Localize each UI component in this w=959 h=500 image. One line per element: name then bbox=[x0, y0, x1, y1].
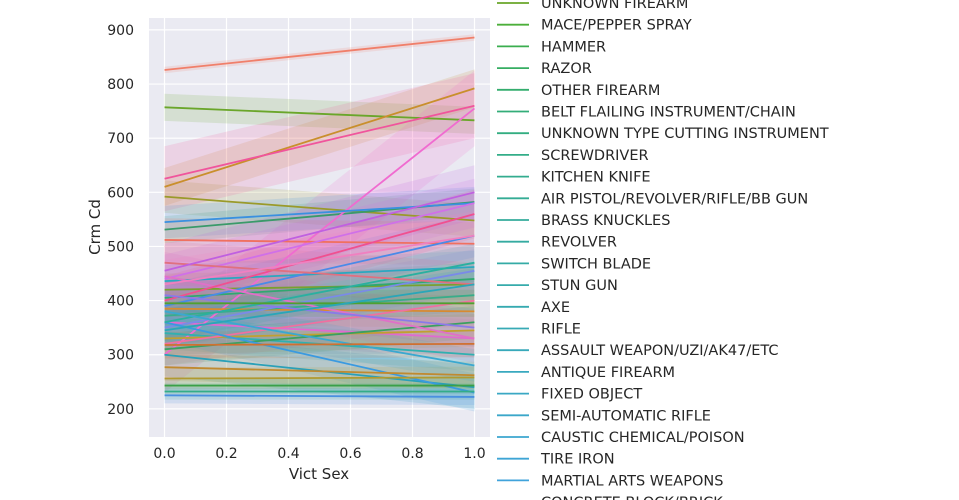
series-lines bbox=[163, 36, 476, 398]
legend-label: MACE/PEPPER SPRAY bbox=[541, 18, 692, 34]
x-axis-title: Vict Sex bbox=[289, 465, 349, 483]
legend-label: MARTIAL ARTS WEAPONS bbox=[541, 473, 723, 489]
legend-label: TIRE IRON bbox=[540, 452, 615, 468]
y-tick-label: 900 bbox=[107, 23, 134, 39]
series-line bbox=[164, 261, 475, 324]
plot-area-background bbox=[149, 18, 490, 437]
x-tick-label: 0.2 bbox=[215, 446, 237, 462]
legend-label: SEMI-AUTOMATIC RIFLE bbox=[541, 408, 711, 424]
legend-label: RAZOR bbox=[541, 61, 592, 77]
x-tick-label: 0.4 bbox=[277, 446, 299, 462]
series-line bbox=[164, 310, 475, 367]
series-line bbox=[164, 213, 475, 302]
legend-label: SWITCH BLADE bbox=[541, 256, 651, 272]
y-tick-label: 700 bbox=[107, 131, 134, 147]
legend-label: RIFLE bbox=[541, 322, 581, 338]
grid-lines bbox=[149, 18, 490, 437]
legend-label: KITCHEN KNIFE bbox=[541, 170, 651, 186]
legend-label: BELT FLAILING INSTRUMENT/CHAIN bbox=[541, 105, 796, 121]
series-line bbox=[164, 36, 475, 71]
legend-label: FIXED OBJECT bbox=[541, 387, 642, 403]
series-line bbox=[164, 299, 475, 345]
series-line bbox=[164, 321, 475, 340]
legend-label: SCREWDRIVER bbox=[541, 148, 649, 164]
legend-label: ASSAULT WEAPON/UZI/AK47/ETC bbox=[541, 343, 779, 359]
legend-label: REVOLVER bbox=[541, 235, 617, 251]
x-tick-label: 0.6 bbox=[339, 446, 361, 462]
legend-label: CAUSTIC CHEMICAL/POISON bbox=[541, 430, 745, 446]
y-tick-labels: 200 300 400 500 600 700 800 900 bbox=[107, 23, 134, 418]
legend-label: OTHER FIREARM bbox=[541, 83, 660, 99]
legend-label: AXE bbox=[541, 300, 570, 316]
legend-label: BRASS KNUCKLES bbox=[541, 213, 670, 229]
y-tick-label: 400 bbox=[107, 294, 134, 310]
legend-label: STUN GUN bbox=[541, 278, 618, 294]
legend: UNKNOWN FIREARM MACE/PEPPER SPRAY HAMMER RA… bbox=[497, 0, 829, 500]
y-tick-label: 800 bbox=[107, 77, 134, 93]
legend-label: UNKNOWN TYPE CUTTING INSTRUMENT bbox=[541, 126, 829, 142]
y-tick-label: 600 bbox=[107, 185, 134, 201]
series-line bbox=[164, 376, 475, 380]
series-line bbox=[164, 294, 475, 329]
x-tick-label: 0.0 bbox=[153, 446, 175, 462]
series-line bbox=[164, 234, 475, 286]
y-tick-label: 200 bbox=[107, 402, 134, 418]
series-line bbox=[164, 261, 475, 286]
series-line bbox=[164, 366, 475, 377]
y-tick-label: 300 bbox=[107, 348, 134, 364]
y-axis-title: Crm Cd bbox=[86, 199, 104, 255]
series-line bbox=[164, 342, 475, 346]
series-line bbox=[164, 283, 475, 291]
x-tick-label: 1.0 bbox=[463, 446, 485, 462]
series-line bbox=[164, 87, 475, 188]
series-line bbox=[164, 191, 475, 272]
x-tick-label: 0.8 bbox=[401, 446, 423, 462]
legend-label: HAMMER bbox=[541, 39, 606, 55]
series-line bbox=[164, 234, 475, 307]
series-line bbox=[164, 321, 475, 394]
series-line bbox=[164, 104, 475, 180]
legend-label: CONCRETE BLOCK/BRICK bbox=[541, 495, 723, 500]
series-line bbox=[164, 283, 475, 332]
legend-label: AIR PISTOL/REVOLVER/RIFLE/BB GUN bbox=[541, 191, 808, 207]
series-line bbox=[164, 394, 475, 398]
y-tick-label: 500 bbox=[107, 239, 134, 255]
series-line bbox=[164, 307, 475, 313]
legend-label: UNKNOWN FIREARM bbox=[541, 0, 688, 12]
legend-label: ANTIQUE FIREARM bbox=[541, 365, 675, 381]
x-tick-labels: 0.0 0.2 0.4 0.6 0.8 1.0 bbox=[153, 446, 485, 462]
